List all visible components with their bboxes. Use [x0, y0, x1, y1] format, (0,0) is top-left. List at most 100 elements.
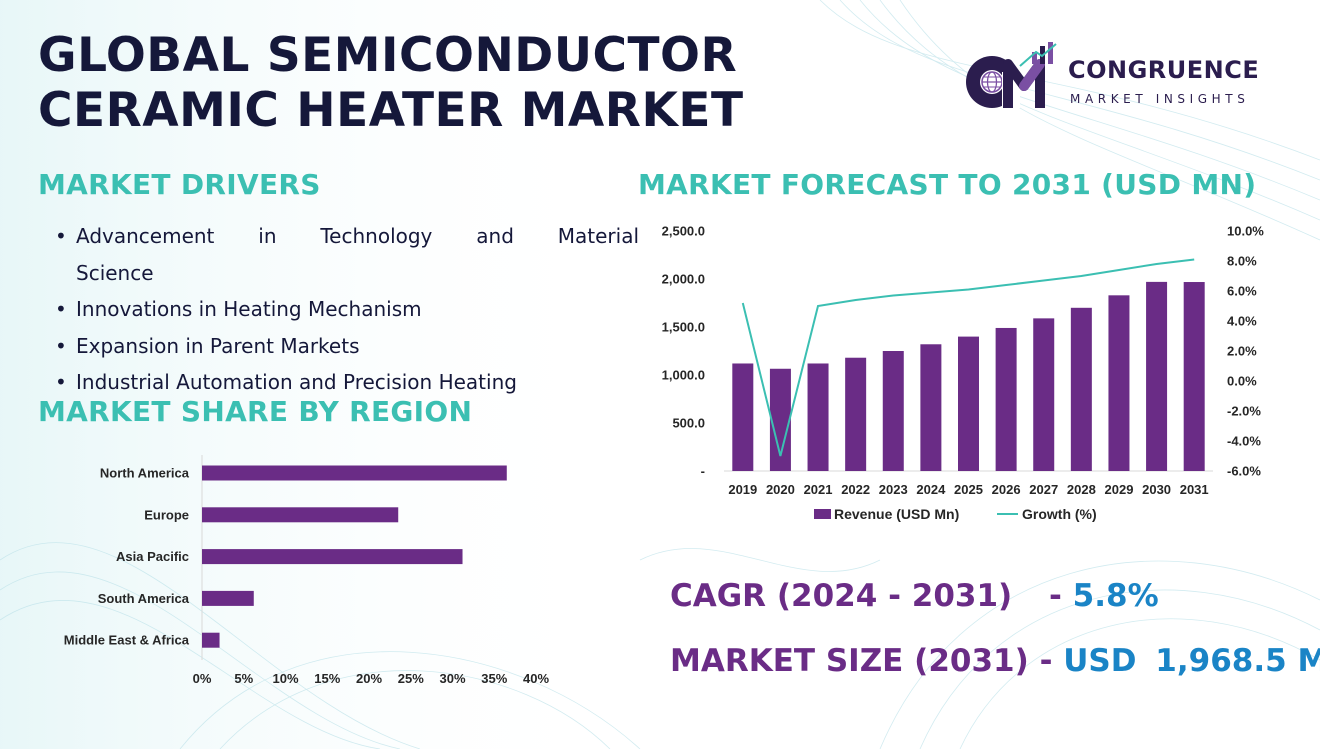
driver-item: • Industrial Automation and Precision He… — [55, 364, 639, 401]
x-tick-label: 15% — [314, 671, 340, 686]
market-size-stat: MARKET SIZE (2031) - USD 1,968.5 MN — [670, 643, 1320, 679]
x-tick-label: 2031 — [1180, 482, 1209, 497]
logo-subtitle: MARKET INSIGHTS — [1070, 92, 1250, 106]
driver-text: Advancement in Technology and Material — [76, 224, 639, 248]
revenue-bar — [769, 368, 791, 471]
growth-line — [741, 258, 1195, 457]
bullet-icon: • — [55, 224, 67, 248]
category-label: North America — [100, 466, 190, 481]
x-tick-label: 10% — [272, 671, 298, 686]
y-right-tick-label: -2.0% — [1227, 404, 1261, 419]
bullet-icon: • — [55, 297, 67, 321]
cagr-dash: - — [1049, 578, 1062, 614]
y-right-tick-label: 4.0% — [1227, 314, 1257, 329]
y-right-tick-label: 8.0% — [1227, 254, 1257, 269]
x-tick-label: 2024 — [916, 482, 946, 497]
category-label: Asia Pacific — [116, 549, 189, 564]
bullet-icon: • — [55, 370, 67, 394]
revenue-bar — [1108, 295, 1130, 471]
y-left-tick-label: 2,000.0 — [662, 272, 705, 287]
x-tick-label: 5% — [234, 671, 253, 686]
x-tick-label: 2027 — [1029, 482, 1058, 497]
driver-item: • Expansion in Parent Markets — [55, 328, 639, 365]
x-tick-label: 2019 — [728, 482, 757, 497]
y-left-tick-label: 1,500.0 — [662, 320, 705, 335]
y-right-tick-label: -6.0% — [1227, 464, 1261, 479]
revenue-bar — [1033, 318, 1055, 471]
title-line-2: CERAMIC HEATER MARKET — [38, 83, 744, 138]
logo-name: CONGRUENCE — [1068, 56, 1260, 84]
x-tick-label: 2020 — [766, 482, 795, 497]
cagr-label: CAGR (2024 - 2031) — [670, 578, 1013, 614]
driver-text: Industrial Automation and Precision Heat… — [76, 370, 517, 394]
revenue-bar — [995, 327, 1017, 471]
bar — [202, 590, 254, 606]
market-share-heading: MARKET SHARE BY REGION — [38, 395, 473, 428]
revenue-bar — [1146, 281, 1168, 471]
x-tick-label: 2025 — [954, 482, 983, 497]
bar — [202, 465, 507, 481]
y-right-tick-label: 2.0% — [1227, 344, 1257, 359]
x-tick-label: 2030 — [1142, 482, 1171, 497]
x-tick-label: 2026 — [992, 482, 1021, 497]
y-right-tick-label: -4.0% — [1227, 434, 1261, 449]
revenue-bar — [732, 363, 754, 471]
x-tick-label: 2029 — [1105, 482, 1134, 497]
market-forecast-heading: MARKET FORECAST TO 2031 (USD MN) — [638, 168, 1257, 201]
y-right-tick-label: 6.0% — [1227, 284, 1257, 299]
x-tick-label: 2023 — [879, 482, 908, 497]
bar — [202, 632, 220, 648]
y-right-tick-label: 0.0% — [1227, 374, 1257, 389]
x-tick-label: 30% — [439, 671, 465, 686]
driver-item: • Advancement in Technology and Material… — [55, 218, 639, 291]
market-drivers-heading: MARKET DRIVERS — [38, 168, 321, 201]
company-logo: CONGRUENCE MARKET INSIGHTS — [962, 42, 1292, 116]
x-tick-label: 35% — [481, 671, 507, 686]
legend-swatch-revenue — [814, 509, 831, 519]
bullet-icon: • — [55, 333, 67, 358]
revenue-bar — [845, 357, 867, 471]
x-tick-label: 25% — [398, 671, 424, 686]
y-left-tick-label: 2,500.0 — [662, 224, 705, 239]
cmi-globe-logo-icon — [966, 42, 1057, 108]
bar — [202, 507, 399, 523]
revenue-bar — [958, 336, 979, 471]
x-tick-label: 20% — [356, 671, 382, 686]
x-tick-label: 40% — [523, 671, 549, 686]
y-right-tick-label: 10.0% — [1227, 224, 1264, 239]
page-title: GLOBAL SEMICONDUCTOR CERAMIC HEATER MARK… — [38, 28, 744, 138]
revenue-bar — [1070, 307, 1092, 471]
x-tick-label: 2022 — [841, 482, 870, 497]
revenue-bar — [920, 344, 942, 471]
x-tick-label: 2028 — [1067, 482, 1096, 497]
bar — [202, 549, 463, 565]
driver-text-continued: Science — [76, 260, 154, 285]
driver-text: Innovations in Heating Mechanism — [76, 297, 422, 321]
legend-label-growth: Growth (%) — [1022, 506, 1097, 522]
y-left-tick-label: 1,000.0 — [662, 368, 705, 383]
legend-label-revenue: Revenue (USD Mn) — [834, 506, 959, 522]
y-left-tick-label: 500.0 — [672, 416, 705, 431]
y-left-tick-label: - — [701, 464, 705, 479]
market-size-value: 1,968.5 MN — [1155, 643, 1320, 679]
driver-text: Expansion in Parent Markets — [76, 333, 360, 358]
category-label: Middle East & Africa — [64, 633, 190, 648]
title-line-1: GLOBAL SEMICONDUCTOR — [38, 28, 738, 83]
revenue-bar — [882, 351, 904, 471]
category-label: South America — [98, 591, 190, 606]
category-label: Europe — [144, 507, 189, 522]
drivers-list: • Advancement in Technology and Material… — [55, 218, 639, 401]
x-tick-label: 0% — [193, 671, 212, 686]
market-size-currency: USD — [1063, 643, 1137, 679]
cagr-stat: CAGR (2024 - 2031) - 5.8% — [670, 578, 1159, 614]
revenue-bar — [807, 363, 829, 471]
cagr-value: 5.8% — [1072, 578, 1159, 614]
x-tick-label: 2021 — [804, 482, 833, 497]
market-size-label: MARKET SIZE (2031) — [670, 643, 1029, 679]
market-size-dash: - — [1039, 643, 1053, 679]
revenue-bar — [1183, 282, 1205, 471]
driver-item: • Innovations in Heating Mechanism — [55, 291, 639, 328]
